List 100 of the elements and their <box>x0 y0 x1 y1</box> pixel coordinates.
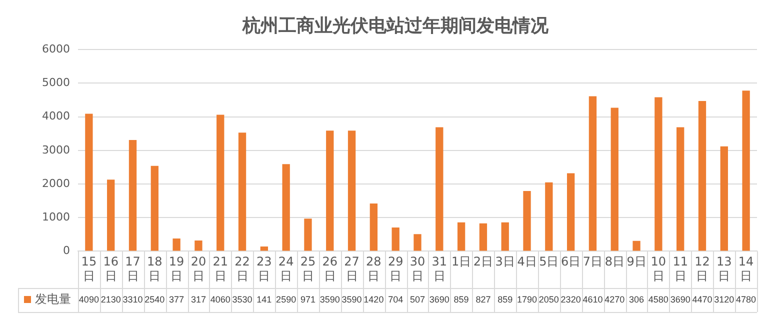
x-tick-label: 10日 <box>650 254 666 283</box>
data-label: 827 <box>476 294 491 304</box>
bar <box>457 222 466 251</box>
y-tick-label: 0 <box>62 244 70 258</box>
y-tick-label: 6000 <box>42 42 70 56</box>
data-label: 4470 <box>692 294 712 304</box>
data-label: 4090 <box>78 294 99 304</box>
bar <box>436 127 444 251</box>
data-label: 3120 <box>714 294 734 304</box>
y-tick-label: 1000 <box>42 210 70 224</box>
bar <box>654 97 662 251</box>
bar <box>150 166 158 251</box>
x-tick-label: 13日 <box>716 254 732 283</box>
data-label: 2540 <box>144 294 165 304</box>
data-label: 2130 <box>100 294 121 304</box>
bar <box>479 223 488 251</box>
bar <box>698 101 706 251</box>
y-tick-label: 5000 <box>42 76 70 90</box>
bar <box>523 191 531 251</box>
data-label: 3690 <box>670 294 690 304</box>
bar <box>348 130 356 251</box>
x-tick-label: 2日 <box>473 254 494 269</box>
x-tick-label: 15日 <box>81 254 97 283</box>
bar <box>632 240 640 251</box>
x-tick-label: 29日 <box>388 254 404 283</box>
x-tick-label: 31日 <box>432 254 448 283</box>
x-tick-label: 1日 <box>451 254 472 269</box>
x-tick-label: 18日 <box>147 254 162 283</box>
bar <box>566 173 575 251</box>
bar <box>676 127 684 251</box>
data-label: 3590 <box>320 294 340 304</box>
x-tick-label: 12日 <box>694 254 710 283</box>
x-tick-label: 4日 <box>517 254 537 269</box>
chart-title: 杭州工商业光伏电站过年期间发电情况 <box>242 15 550 36</box>
bar <box>742 90 750 251</box>
x-tick-label: 25日 <box>300 254 316 283</box>
x-tick-label: 9日 <box>626 254 646 269</box>
data-label: 2050 <box>538 294 559 304</box>
data-label: 141 <box>256 294 272 304</box>
x-tick-label: 22日 <box>234 254 250 283</box>
bar <box>501 222 509 251</box>
data-label: 2320 <box>560 294 581 304</box>
y-tick-label: 4000 <box>42 110 70 123</box>
x-tick-label: 19日 <box>168 254 184 283</box>
x-tick-label: 7日 <box>582 254 603 269</box>
y-tick-label: 2000 <box>42 176 70 190</box>
data-label: 859 <box>498 294 513 304</box>
x-tick-label: 21日 <box>212 254 228 283</box>
data-label: 4780 <box>736 294 756 304</box>
x-tick-label: 5日 <box>539 254 559 269</box>
bar <box>720 146 728 251</box>
data-label: 4060 <box>210 294 230 304</box>
x-tick-label: 26日 <box>322 254 338 283</box>
bar <box>172 238 180 251</box>
data-label: 2590 <box>276 294 296 304</box>
x-tick-label: 20日 <box>190 254 206 283</box>
x-tick-label: 30日 <box>410 254 426 283</box>
data-label: 3530 <box>232 294 252 304</box>
x-tick-label: 24日 <box>278 254 294 283</box>
data-label: 704 <box>388 294 404 304</box>
x-tick-label: 28日 <box>366 254 382 283</box>
data-label: 3310 <box>122 294 143 304</box>
data-label: 3690 <box>429 294 450 304</box>
bar <box>545 182 553 251</box>
data-label: 3590 <box>342 294 362 304</box>
data-label: 4270 <box>604 294 625 304</box>
y-tick-label: 3000 <box>42 143 70 156</box>
x-tick-label: 11日 <box>672 254 688 283</box>
bar <box>326 130 334 251</box>
bar <box>260 246 268 251</box>
data-label: 306 <box>629 294 644 304</box>
x-tick-label: 17日 <box>125 254 140 283</box>
x-tick-label: 6日 <box>561 254 581 269</box>
data-label: 1790 <box>517 294 538 304</box>
x-tick-label: 23日 <box>256 254 272 283</box>
data-label: 971 <box>300 294 316 304</box>
x-tick-label: 14日 <box>738 254 754 283</box>
bar <box>128 140 137 251</box>
data-label: 859 <box>454 294 469 304</box>
data-label: 4610 <box>582 294 603 304</box>
x-tick-label: 8日 <box>604 254 624 269</box>
bar <box>216 114 224 251</box>
x-tick-label: 27日 <box>344 254 360 283</box>
data-label: 317 <box>190 294 206 304</box>
bar <box>107 180 115 251</box>
bar <box>588 96 597 251</box>
data-label: 4580 <box>648 294 668 304</box>
bar <box>85 114 93 251</box>
data-label: 1420 <box>364 294 384 304</box>
bar <box>304 218 312 251</box>
data-label: 377 <box>169 294 184 304</box>
data-label: 507 <box>410 294 426 304</box>
bar <box>282 164 290 251</box>
x-tick-label: 16日 <box>103 254 118 283</box>
bar <box>610 108 618 251</box>
bar <box>238 132 246 251</box>
bar <box>194 240 202 251</box>
bar <box>370 203 378 251</box>
x-tick-label: 3日 <box>495 254 515 269</box>
bar <box>414 234 422 251</box>
